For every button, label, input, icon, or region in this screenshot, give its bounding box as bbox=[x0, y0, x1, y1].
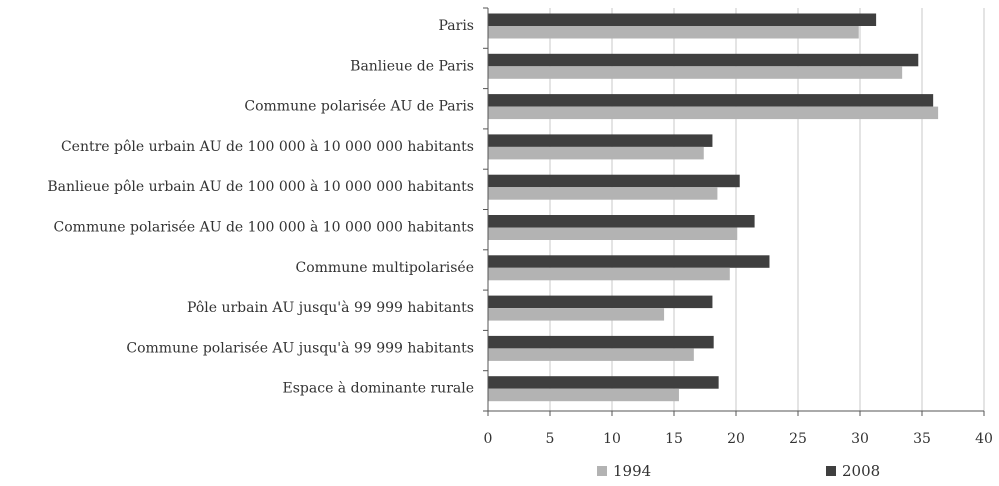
category-label: Commune multipolarisée bbox=[296, 260, 474, 276]
legend-label-2008: 2008 bbox=[842, 462, 880, 480]
bar-1994 bbox=[488, 227, 738, 240]
x-tick-label: 0 bbox=[484, 431, 493, 447]
bar-1994 bbox=[488, 146, 704, 160]
category-labels: Paris Banlieue de Paris Commune polarisée … bbox=[47, 18, 474, 397]
bar-1994 bbox=[488, 388, 679, 402]
bar-2008 bbox=[488, 53, 919, 67]
axes bbox=[483, 7, 985, 416]
bar-2008 bbox=[488, 295, 713, 309]
category-label: Banlieue pôle urbain AU de 100 000 à 10 … bbox=[47, 178, 474, 195]
category-label: Commune polarisée AU de Paris bbox=[244, 99, 474, 115]
bar-2008 bbox=[488, 134, 713, 147]
bar-1994 bbox=[488, 308, 665, 321]
bar-2008 bbox=[488, 13, 877, 26]
x-tick-label: 10 bbox=[603, 431, 621, 447]
category-label: Banlieue de Paris bbox=[350, 58, 474, 74]
bar-1994 bbox=[488, 267, 730, 281]
bar-2008 bbox=[488, 94, 934, 107]
x-tick-label: 5 bbox=[546, 431, 555, 447]
category-label: Commune polarisée AU de 100 000 à 10 000… bbox=[54, 219, 474, 236]
bar-2008 bbox=[488, 174, 740, 188]
x-tick-label: 40 bbox=[975, 431, 993, 447]
category-label: Commune polarisée AU jusqu'à 99 999 habi… bbox=[126, 339, 474, 356]
bar-1994 bbox=[488, 187, 718, 200]
legend: 1994 2008 bbox=[597, 462, 880, 480]
legend-label-1994: 1994 bbox=[613, 462, 651, 480]
legend-swatch-2008 bbox=[826, 466, 836, 476]
bar-1994 bbox=[488, 106, 939, 120]
x-tick-label: 20 bbox=[727, 431, 745, 447]
x-tick-label: 15 bbox=[665, 431, 683, 447]
bar-1994 bbox=[488, 66, 903, 79]
bar-2008 bbox=[488, 255, 770, 268]
bar-2008 bbox=[488, 335, 714, 349]
category-label: Paris bbox=[439, 18, 475, 34]
bar-2008 bbox=[488, 376, 719, 389]
bar-1994 bbox=[488, 26, 859, 39]
bar-2008 bbox=[488, 215, 755, 228]
x-tick-label: 35 bbox=[913, 431, 931, 447]
x-tick-label: 30 bbox=[851, 431, 869, 447]
bars bbox=[488, 13, 939, 402]
category-label: Espace à dominante rurale bbox=[283, 380, 474, 397]
x-tick-label: 25 bbox=[789, 431, 807, 447]
legend-swatch-1994 bbox=[597, 466, 607, 476]
category-label: Pôle urbain AU jusqu'à 99 999 habitants bbox=[187, 299, 474, 316]
category-label: Centre pôle urbain AU de 100 000 à 10 00… bbox=[61, 138, 474, 155]
x-tick-labels: 0 5 10 15 20 25 30 35 40 bbox=[484, 431, 993, 447]
bar-1994 bbox=[488, 348, 694, 361]
